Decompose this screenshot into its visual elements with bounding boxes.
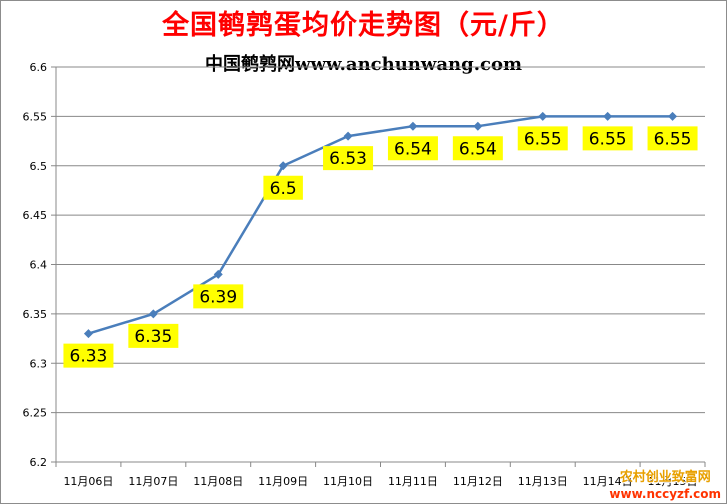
data-point [408, 121, 418, 131]
data-point [538, 111, 548, 121]
x-tick-label: 11月08日 [193, 475, 243, 488]
data-point [213, 269, 223, 279]
x-tick-label: 11月07日 [128, 475, 178, 488]
x-tick-label: 11月06日 [63, 475, 113, 488]
x-tick-label: 11月12日 [453, 475, 503, 488]
data-label: 6.35 [134, 327, 172, 347]
data-label: 6.55 [589, 129, 627, 149]
x-tick-label: 11月14日 [583, 475, 633, 488]
watermark-line2: www.nccyzf.com [609, 487, 721, 501]
data-label-bg [582, 126, 633, 151]
y-tick-label: 6.5 [30, 160, 48, 173]
data-labels: 6.33 6.35 6.39 6.5 6.53 6.54 6.54 6.55 6.55 6.55 [63, 126, 698, 368]
data-label: 6.5 [270, 179, 297, 199]
axes [51, 66, 706, 467]
data-label-bg [387, 136, 438, 161]
y-tick-label: 6.35 [23, 308, 48, 321]
data-series [83, 111, 678, 339]
data-label-bg [452, 136, 503, 161]
data-point [83, 329, 93, 339]
y-tick-label: 6.6 [30, 61, 48, 74]
data-label-bg [63, 343, 114, 368]
data-label: 6.33 [70, 347, 108, 367]
data-point [148, 309, 158, 319]
data-label-bg [193, 284, 244, 309]
data-label-bg [517, 126, 568, 151]
x-tick-label: 11月15日 [648, 475, 698, 488]
data-label: 6.54 [394, 139, 432, 159]
x-tick-label: 11月09日 [258, 475, 308, 488]
data-label: 6.55 [654, 129, 692, 149]
data-point [473, 121, 483, 131]
watermark-logo: 农村创业致富网 www.nccyzf.com [609, 470, 721, 502]
data-label: 6.53 [329, 149, 367, 169]
series-line [88, 115, 673, 335]
data-point [278, 161, 288, 171]
x-axis-tick-labels: 11月06日 11月07日 11月08日 11月09日 11月10日 11月11日 11月1… [63, 475, 697, 488]
data-label-bg [647, 126, 698, 151]
x-tick-label: 11月13日 [518, 475, 568, 488]
data-point [668, 111, 678, 121]
y-axis-tick-labels: 6.2 6.25 6.3 6.35 6.4 6.45 6.5 6.55 6.6 [23, 61, 48, 469]
y-tick-label: 6.2 [30, 456, 48, 469]
y-tick-label: 6.55 [23, 110, 48, 123]
chart-title: 全国鹌鹑蛋均价走势图（元/斤） [162, 10, 565, 41]
data-point [343, 131, 353, 141]
data-label-bg [263, 175, 303, 200]
data-label: 6.54 [459, 139, 497, 159]
y-tick-label: 6.4 [30, 259, 48, 272]
watermark-line1: 农村创业致富网 [619, 470, 711, 485]
data-label-bg [128, 323, 179, 348]
data-label: 6.39 [199, 287, 237, 307]
x-tick-label: 11月11日 [388, 475, 438, 488]
y-tick-label: 6.25 [23, 407, 48, 420]
data-label: 6.55 [524, 129, 562, 149]
data-point [603, 111, 613, 121]
data-label-bg [323, 146, 374, 171]
y-tick-label: 6.45 [23, 209, 48, 222]
x-tick-label: 11月10日 [323, 475, 373, 488]
y-tick-label: 6.3 [30, 357, 48, 370]
chart-subtitle: 中国鹌鹑网www.anchunwang.com [204, 54, 523, 75]
